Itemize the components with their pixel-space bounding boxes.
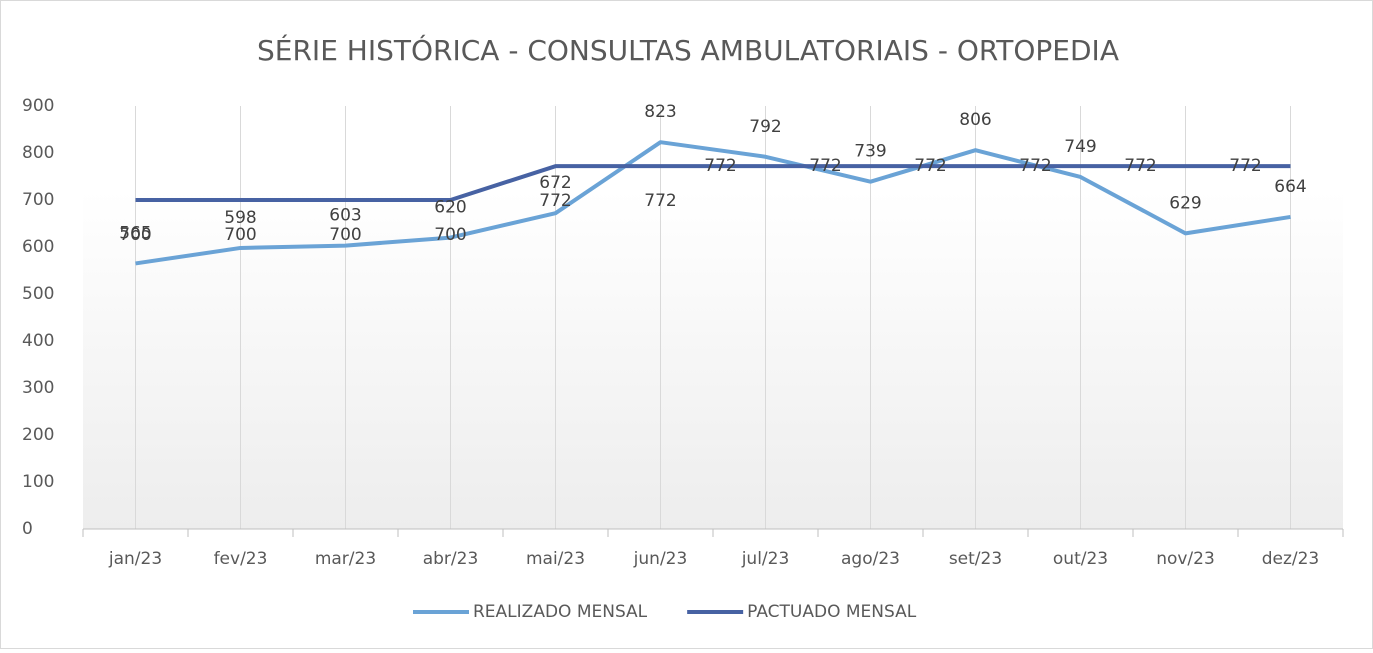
legend-label: REALIZADO MENSAL [473,602,648,622]
data-label: 792 [749,117,781,137]
series-line [135,140,1291,266]
data-label: 700 [434,225,466,245]
y-tick-label: 400 [22,331,54,351]
y-tick-label: 900 [22,96,54,116]
plot-area [83,106,1343,529]
data-label: 598 [224,208,256,228]
data-label: 664 [1274,177,1306,197]
x-tick-label: dez/23 [1262,549,1320,569]
data-label: 620 [434,198,466,218]
y-tick-label: 600 [22,237,54,257]
y-tick-label: 100 [22,472,54,492]
data-label: 772 [644,191,676,211]
x-tick-label: set/23 [949,549,1002,569]
x-tick-label: jul/23 [741,549,790,569]
series-line [135,164,1291,202]
data-label: 700 [329,225,361,245]
x-tick-label: abr/23 [423,549,479,569]
x-tick-label: fev/23 [214,549,268,569]
data-label: 603 [329,206,361,226]
data-label: 700 [119,225,151,245]
data-label: 772 [1124,156,1156,176]
y-tick-label: 300 [22,378,54,398]
data-label: 772 [1019,156,1051,176]
data-label: 772 [914,156,946,176]
x-tick-label: jan/23 [108,549,162,569]
data-label: 672 [539,173,571,193]
y-tick-label: 0 [22,519,33,539]
y-tick-label: 800 [22,143,54,163]
x-tick-label: mar/23 [315,549,376,569]
legend-label: PACTUADO MENSAL [747,602,917,622]
y-tick-label: 500 [22,284,54,304]
data-label: 749 [1064,137,1096,157]
x-tick-label: mai/23 [526,549,585,569]
x-tick-label: nov/23 [1156,549,1215,569]
data-label: 739 [854,142,886,162]
y-tick-label: 200 [22,425,54,445]
x-tick-label: ago/23 [841,549,900,569]
data-label: 565 [119,223,151,243]
data-label: 772 [809,156,841,176]
y-tick-label: 700 [22,190,54,210]
data-label: 772 [1229,156,1261,176]
x-tick-label: out/23 [1053,549,1108,569]
data-label: 629 [1169,193,1201,213]
chart-title: SÉRIE HISTÓRICA - CONSULTAS AMBULATORIAI… [257,33,1119,67]
x-tick-label: jun/23 [633,549,688,569]
data-label: 772 [704,156,736,176]
data-label: 823 [644,102,676,122]
data-label: 772 [539,191,571,211]
data-label: 700 [224,225,256,245]
data-label: 806 [959,110,991,130]
